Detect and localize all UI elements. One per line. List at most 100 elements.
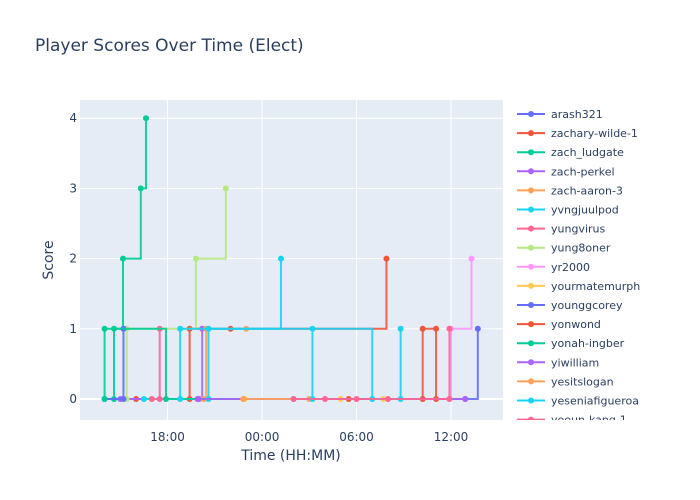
legend-swatch-marker <box>528 397 534 404</box>
data-point-yeseniafigueroa <box>397 325 404 332</box>
data-point-yvngjuulpod <box>140 395 147 402</box>
data-point-yungvirus <box>156 395 163 402</box>
legend-item-yeseniafigueroa[interactable]: yeseniafigueroa <box>517 395 639 408</box>
series-line-yeeun-kang-1 <box>293 328 451 400</box>
legend-label: arash321 <box>551 108 603 121</box>
legend-label: yungvirus <box>551 223 605 236</box>
data-point-yeeun-kang-1 <box>446 325 453 332</box>
legend-label: yesitslogan <box>551 375 614 388</box>
x-tick-label: 06:00 <box>339 430 374 444</box>
data-point-younggcorey <box>120 395 127 402</box>
data-point-yeseniafigueroa <box>309 325 316 332</box>
legend-swatch-marker <box>528 302 534 308</box>
legend-label: zach-perkel <box>551 165 615 178</box>
legend-item-yr2000[interactable]: yr2000 <box>517 261 590 274</box>
legend-swatch-marker <box>528 225 534 232</box>
legend-swatch-marker <box>528 168 534 175</box>
legend-swatch-marker <box>528 378 534 385</box>
legend-label: zach_ludgate <box>551 146 624 159</box>
x-tick-label: 00:00 <box>245 430 280 444</box>
series-line-yung8oner <box>125 188 227 399</box>
legend-label: yourmatemurph <box>551 280 640 293</box>
legend-item-zach-perkel[interactable]: zach-perkel <box>517 165 615 178</box>
x-tick-label: 18:00 <box>150 430 185 444</box>
legend-item-zach_ludgate[interactable]: zach_ludgate <box>517 146 624 159</box>
series-layer <box>101 115 481 402</box>
legend-label: yeeun-kang-1 <box>551 414 627 427</box>
legend-item-yonwond[interactable]: yonwond <box>517 318 601 331</box>
y-tick-label: 3 <box>69 181 77 195</box>
plot-area <box>80 100 503 420</box>
data-point-zachary-wilde-1 <box>383 255 390 262</box>
data-point-zach_ludgate <box>137 185 144 192</box>
legend-item-zach-aaron-3[interactable]: zach-aaron-3 <box>517 184 623 197</box>
legend-swatch-marker <box>528 130 534 137</box>
legend-swatch-marker <box>528 282 534 289</box>
legend-item-yeeun-kang-1[interactable]: yeeun-kang-1 <box>517 414 627 427</box>
data-point-yesitslogan <box>240 395 247 402</box>
data-point-yonah-ingber <box>101 395 108 402</box>
y-axis-title: Score <box>41 240 57 279</box>
legend-swatch-marker <box>528 340 534 347</box>
data-point-yeeun-kang-1 <box>290 395 297 402</box>
legend-swatch-marker <box>528 244 534 251</box>
legend-label: yonwond <box>551 318 601 331</box>
data-point-yeeun-kang-1 <box>353 395 360 402</box>
data-point-yonwond <box>419 325 426 332</box>
data-point-yiwilliam <box>194 395 201 402</box>
x-axis-title: Time (HH:MM) <box>240 448 341 464</box>
legend-label: younggcorey <box>551 299 623 312</box>
y-tick-label: 1 <box>69 322 77 336</box>
data-point-yr2000 <box>468 255 475 262</box>
legend-swatch-marker <box>528 206 534 213</box>
legend-item-yesitslogan[interactable]: yesitslogan <box>517 375 614 388</box>
data-point-zach_ludgate <box>119 255 126 262</box>
legend-item-arash321[interactable]: arash321 <box>517 108 603 121</box>
legend-item-yiwilliam[interactable]: yiwilliam <box>517 356 599 369</box>
data-point-yeeun-kang-1 <box>446 395 453 402</box>
legend-label: yung8oner <box>551 242 611 255</box>
data-point-zach_ludgate <box>142 115 149 122</box>
legend-label: yeseniafigueroa <box>551 395 639 408</box>
x-tick-label: 12:00 <box>434 430 469 444</box>
data-point-yonwond <box>433 325 440 332</box>
data-point-yung8oner <box>192 255 199 262</box>
legend-item-yonah-ingber[interactable]: yonah-ingber <box>517 337 625 350</box>
data-point-yeeun-kang-1 <box>322 395 329 402</box>
data-point-yung8oner <box>222 185 229 192</box>
legend-label: zach-aaron-3 <box>551 184 623 197</box>
legend: arash321 zachary-wilde-1 zach_ludgate zach-… <box>517 108 640 427</box>
legend-swatch-marker <box>528 149 534 156</box>
tick-labels: 18:00 00:00 06:00 12:00 0 1 2 3 4 <box>69 111 468 444</box>
legend-swatch-marker <box>528 321 534 328</box>
y-tick-label: 0 <box>69 392 77 406</box>
chart-title: Player Scores Over Time (Elect) <box>35 36 304 56</box>
legend-item-zachary-wilde-1[interactable]: zachary-wilde-1 <box>517 127 638 140</box>
data-point-yonah-ingber <box>162 395 169 402</box>
legend-item-younggcorey[interactable]: younggcorey <box>517 299 623 312</box>
legend-swatch-marker <box>528 359 534 366</box>
data-point-yungvirus <box>148 395 155 402</box>
legend-swatch-marker <box>528 111 534 117</box>
data-point-yeseniafigueroa <box>177 395 184 402</box>
legend-label: yiwilliam <box>551 356 599 369</box>
y-tick-label: 4 <box>69 111 77 125</box>
legend-item-yungvirus[interactable]: yungvirus <box>517 223 605 236</box>
data-point-yonah-ingber <box>101 325 108 332</box>
y-tick-label: 2 <box>69 252 77 266</box>
data-point-yiwilliam <box>462 395 469 402</box>
data-point-yeeun-kang-1 <box>385 395 392 402</box>
legend-label: yvngjuulpod <box>551 204 619 217</box>
legend-item-yourmatemurph[interactable]: yourmatemurph <box>517 280 640 293</box>
legend-label: yr2000 <box>551 261 590 274</box>
legend-swatch-marker <box>528 187 534 194</box>
data-point-yvngjuulpod <box>277 255 284 262</box>
legend-item-yvngjuulpod[interactable]: yvngjuulpod <box>517 204 619 217</box>
data-point-arash321 <box>474 325 481 332</box>
data-point-yeseniafigueroa <box>177 325 184 332</box>
legend-label: zachary-wilde-1 <box>551 127 638 140</box>
legend-swatch-marker <box>528 263 534 270</box>
legend-item-yung8oner[interactable]: yung8oner <box>517 242 611 255</box>
